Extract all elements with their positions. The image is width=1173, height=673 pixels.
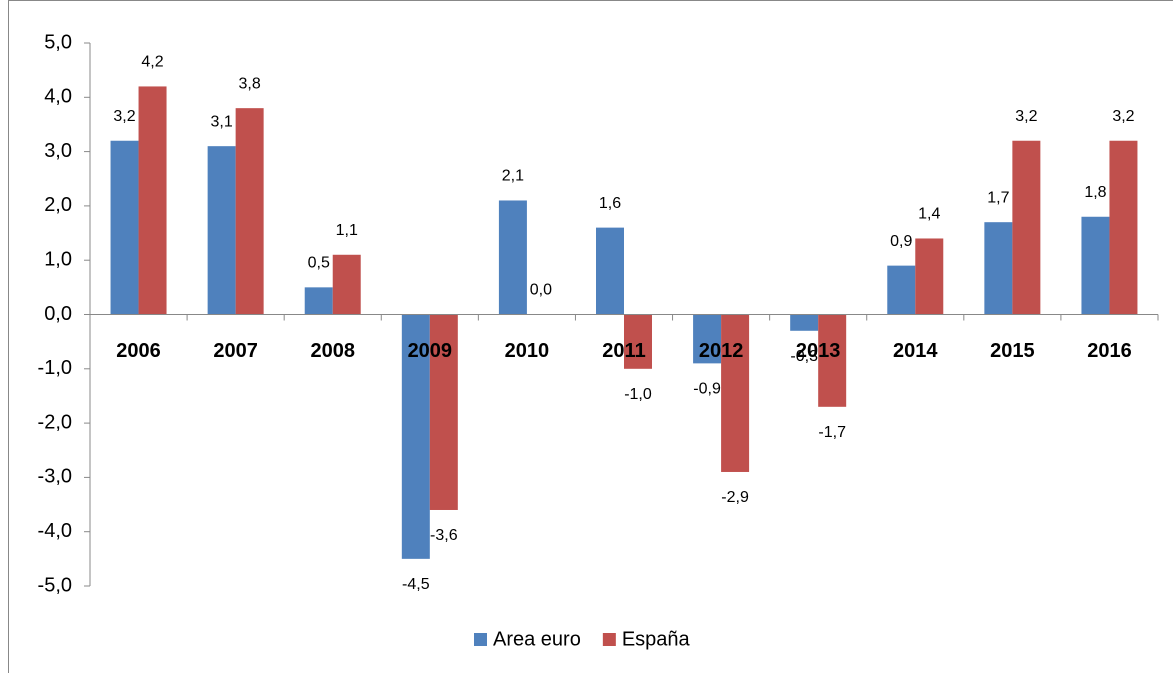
chart-border [8, 0, 1173, 673]
bar [138, 86, 167, 315]
bar [207, 146, 236, 315]
y-tick-label: 0,0 [44, 303, 72, 325]
value-label: 0,5 [308, 255, 330, 272]
y-tick-label: 2,0 [44, 194, 72, 216]
bar [1109, 140, 1138, 315]
bar [721, 314, 750, 472]
x-tick-label: 2016 [1087, 340, 1132, 362]
legend-swatch [474, 633, 487, 646]
bar [984, 222, 1013, 315]
value-label: 3,2 [1112, 108, 1134, 125]
value-label: -3,6 [430, 527, 458, 544]
bar [1012, 140, 1041, 315]
value-label: 1,4 [918, 206, 940, 223]
bar [401, 314, 430, 559]
bar [304, 287, 333, 315]
value-label: -4,5 [402, 576, 430, 593]
bar [915, 238, 944, 315]
y-tick-label: -2,0 [38, 411, 72, 433]
bar [1081, 216, 1110, 315]
x-tick-label: 2012 [699, 340, 744, 362]
legend-label: Area euro [493, 628, 581, 650]
value-label: -0,9 [693, 381, 721, 398]
value-label: 1,6 [599, 195, 621, 212]
value-label: 2,1 [502, 168, 524, 185]
bar [624, 314, 652, 369]
value-label: -1,7 [818, 424, 846, 441]
y-tick-label: 3,0 [44, 140, 72, 162]
x-tick-label: 2007 [213, 340, 258, 362]
legend-swatch [602, 633, 616, 646]
bar [818, 314, 847, 407]
value-label: -1,0 [624, 386, 652, 403]
value-label: -2,9 [721, 489, 749, 506]
value-label: 1,7 [987, 189, 1009, 206]
bar [110, 140, 139, 315]
value-label: 1,1 [336, 222, 358, 239]
bar [332, 254, 361, 315]
value-label: 3,1 [211, 113, 233, 130]
value-label: -0,3 [790, 348, 818, 365]
value-label: 3,2 [1015, 108, 1037, 125]
bar [498, 200, 527, 315]
y-tick-label: 1,0 [44, 248, 72, 270]
y-tick-label: 4,0 [44, 86, 72, 108]
bar [693, 314, 722, 364]
value-label: 3,2 [113, 108, 135, 125]
x-tick-label: 2013 [796, 340, 841, 362]
bar [790, 314, 819, 331]
value-label: 4,2 [141, 54, 163, 71]
bar [887, 265, 916, 315]
legend-label: España [622, 628, 691, 650]
value-label: 1,8 [1084, 184, 1106, 201]
value-label: 0,9 [890, 233, 912, 250]
x-tick-label: 2011 [602, 340, 645, 362]
y-tick-label: -5,0 [38, 574, 72, 596]
x-tick-label: 2009 [408, 340, 453, 362]
x-tick-label: 2006 [116, 340, 161, 362]
value-label: 0,0 [530, 282, 552, 299]
x-tick-label: 2008 [310, 340, 355, 362]
x-tick-label: 2015 [990, 340, 1035, 362]
bar [235, 108, 264, 315]
y-tick-label: -4,0 [38, 520, 72, 542]
bar [596, 227, 624, 315]
x-tick-label: 2010 [505, 340, 550, 362]
y-tick-label: -3,0 [38, 466, 72, 488]
y-tick-label: 5,0 [44, 31, 72, 53]
value-label: 3,8 [239, 75, 261, 92]
y-tick-label: -1,0 [38, 357, 72, 379]
x-tick-label: 2014 [893, 340, 938, 362]
bar [429, 314, 458, 510]
